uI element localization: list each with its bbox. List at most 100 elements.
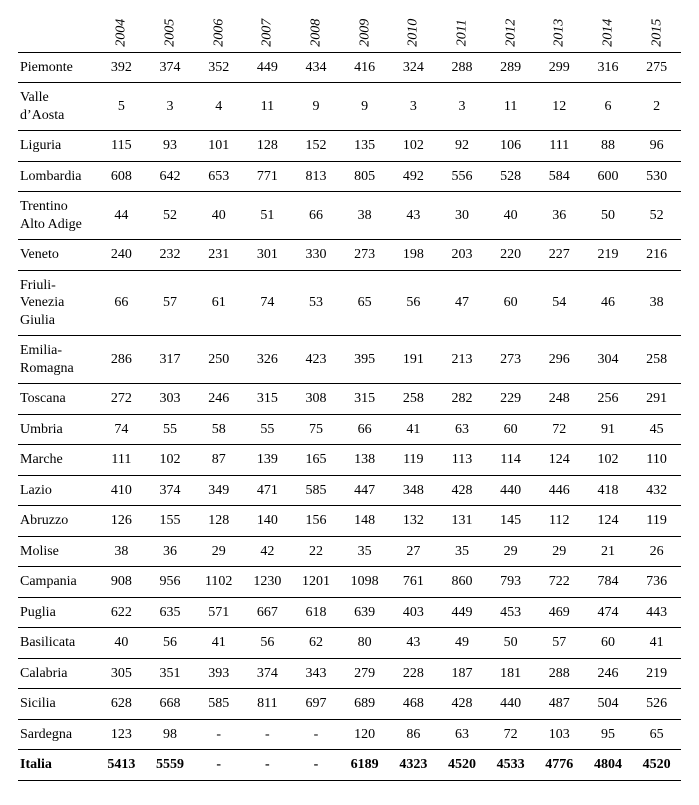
data-cell: 38 bbox=[632, 270, 681, 336]
year-label: 2006 bbox=[210, 19, 228, 47]
data-cell: 51 bbox=[243, 192, 292, 240]
data-cell: 813 bbox=[292, 161, 341, 192]
data-cell: 88 bbox=[584, 131, 633, 162]
data-cell: 256 bbox=[584, 384, 633, 415]
data-cell: 110 bbox=[632, 445, 681, 476]
region-name-cell: Sardegna bbox=[18, 719, 97, 750]
data-cell: 374 bbox=[146, 475, 195, 506]
data-cell: 303 bbox=[146, 384, 195, 415]
data-cell: 349 bbox=[194, 475, 243, 506]
data-cell: 181 bbox=[486, 658, 535, 689]
data-cell: 139 bbox=[243, 445, 292, 476]
data-cell: 504 bbox=[584, 689, 633, 720]
data-cell: 96 bbox=[632, 131, 681, 162]
year-label: 2009 bbox=[356, 19, 374, 47]
data-cell: 393 bbox=[194, 658, 243, 689]
data-cell: 112 bbox=[535, 506, 584, 537]
data-cell: 343 bbox=[292, 658, 341, 689]
data-cell: 956 bbox=[146, 567, 195, 598]
data-cell: 91 bbox=[584, 414, 633, 445]
data-cell: 1098 bbox=[340, 567, 389, 598]
data-cell: 38 bbox=[340, 192, 389, 240]
data-cell: 5413 bbox=[97, 750, 146, 781]
data-cell: 771 bbox=[243, 161, 292, 192]
data-cell: 132 bbox=[389, 506, 438, 537]
data-cell: 410 bbox=[97, 475, 146, 506]
data-cell: 395 bbox=[340, 336, 389, 384]
data-cell: 423 bbox=[292, 336, 341, 384]
data-cell: 41 bbox=[389, 414, 438, 445]
year-column-header: 2004 bbox=[97, 14, 146, 52]
data-cell: 301 bbox=[243, 240, 292, 271]
data-cell: 9 bbox=[340, 83, 389, 131]
data-cell: 403 bbox=[389, 597, 438, 628]
data-cell: 316 bbox=[584, 52, 633, 83]
data-cell: 62 bbox=[292, 628, 341, 659]
data-cell: 4323 bbox=[389, 750, 438, 781]
data-cell: 250 bbox=[194, 336, 243, 384]
data-cell: 93 bbox=[146, 131, 195, 162]
data-cell: 722 bbox=[535, 567, 584, 598]
year-column-header: 2007 bbox=[243, 14, 292, 52]
data-cell: 27 bbox=[389, 536, 438, 567]
data-cell: 231 bbox=[194, 240, 243, 271]
data-cell: 38 bbox=[97, 536, 146, 567]
data-cell: 315 bbox=[243, 384, 292, 415]
data-cell: 29 bbox=[486, 536, 535, 567]
data-cell: 468 bbox=[389, 689, 438, 720]
data-cell: 102 bbox=[146, 445, 195, 476]
data-cell: 571 bbox=[194, 597, 243, 628]
year-column-header: 2014 bbox=[584, 14, 633, 52]
table-row: Puglia6226355716676186394034494534694744… bbox=[18, 597, 681, 628]
data-cell: 286 bbox=[97, 336, 146, 384]
data-cell: 41 bbox=[632, 628, 681, 659]
data-cell: 213 bbox=[438, 336, 487, 384]
data-cell: 585 bbox=[292, 475, 341, 506]
data-cell: 374 bbox=[146, 52, 195, 83]
table-header: 2004200520062007200820092010201120122013… bbox=[18, 14, 681, 52]
data-cell: 102 bbox=[584, 445, 633, 476]
data-cell: 348 bbox=[389, 475, 438, 506]
data-cell: 446 bbox=[535, 475, 584, 506]
data-cell: 50 bbox=[486, 628, 535, 659]
data-cell: 471 bbox=[243, 475, 292, 506]
region-name-cell: Piemonte bbox=[18, 52, 97, 83]
data-cell: 584 bbox=[535, 161, 584, 192]
data-cell: 152 bbox=[292, 131, 341, 162]
data-cell: 449 bbox=[438, 597, 487, 628]
data-cell: 556 bbox=[438, 161, 487, 192]
table-row: Piemonte39237435244943441632428828929931… bbox=[18, 52, 681, 83]
data-cell: 228 bbox=[389, 658, 438, 689]
data-cell: 113 bbox=[438, 445, 487, 476]
data-cell: 374 bbox=[243, 658, 292, 689]
data-cell: 86 bbox=[389, 719, 438, 750]
data-cell: 63 bbox=[438, 719, 487, 750]
year-label: 2015 bbox=[648, 19, 666, 47]
year-column-header: 2011 bbox=[438, 14, 487, 52]
region-name-cell: Molise bbox=[18, 536, 97, 567]
data-cell: 66 bbox=[292, 192, 341, 240]
data-cell: - bbox=[194, 750, 243, 781]
data-cell: 21 bbox=[584, 536, 633, 567]
data-cell: - bbox=[292, 719, 341, 750]
data-cell: 44 bbox=[97, 192, 146, 240]
data-cell: 4520 bbox=[632, 750, 681, 781]
data-cell: 12 bbox=[535, 83, 584, 131]
data-cell: 761 bbox=[389, 567, 438, 598]
data-cell: 487 bbox=[535, 689, 584, 720]
data-cell: 55 bbox=[146, 414, 195, 445]
year-column-header: 2012 bbox=[486, 14, 535, 52]
data-cell: 3 bbox=[146, 83, 195, 131]
region-name-cell: Emilia-Romagna bbox=[18, 336, 97, 384]
data-cell: 279 bbox=[340, 658, 389, 689]
region-name-cell: Liguria bbox=[18, 131, 97, 162]
data-cell: 124 bbox=[584, 506, 633, 537]
data-cell: 56 bbox=[146, 628, 195, 659]
data-cell: 6 bbox=[584, 83, 633, 131]
data-cell: 155 bbox=[146, 506, 195, 537]
data-cell: 793 bbox=[486, 567, 535, 598]
data-cell: 392 bbox=[97, 52, 146, 83]
data-cell: 36 bbox=[535, 192, 584, 240]
data-cell: 106 bbox=[486, 131, 535, 162]
table-row: Lazio41037434947158544734842844044641843… bbox=[18, 475, 681, 506]
